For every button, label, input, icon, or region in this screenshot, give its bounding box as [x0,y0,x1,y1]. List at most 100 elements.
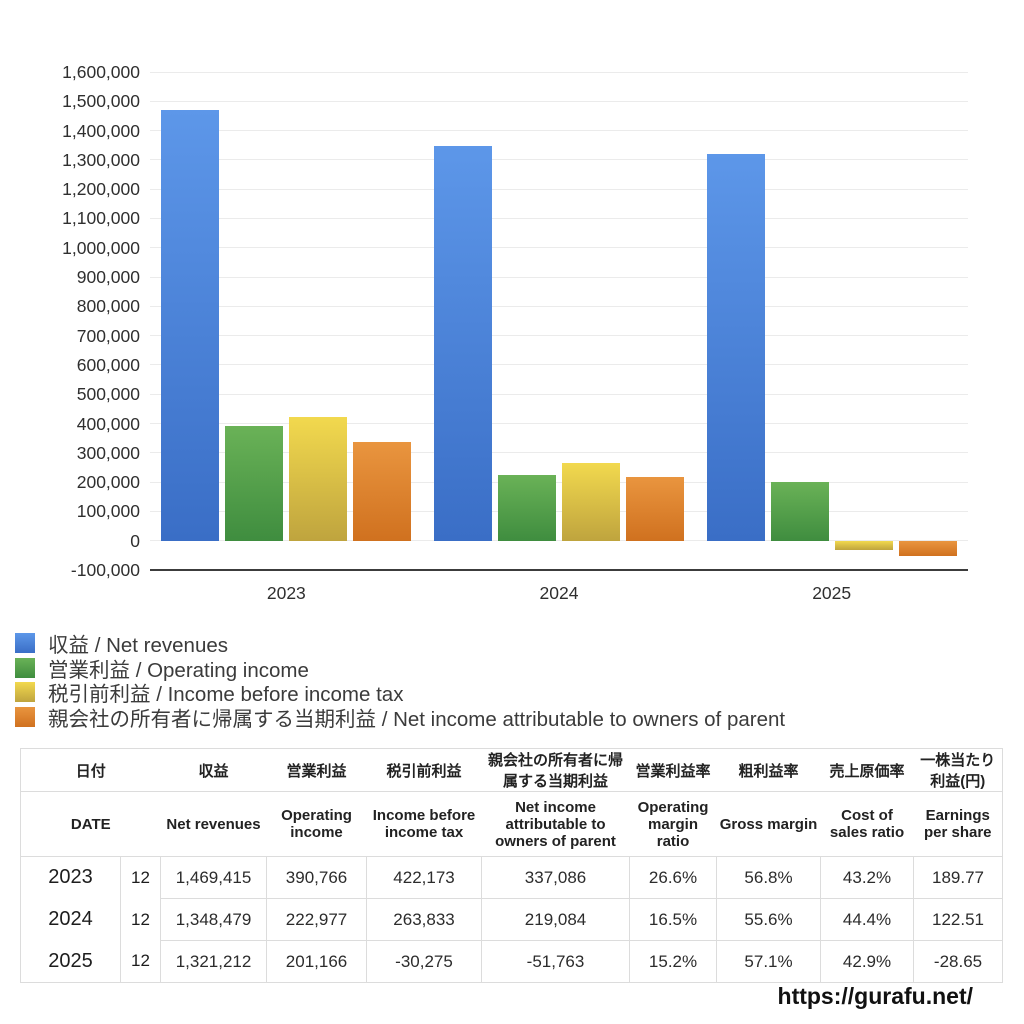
legend-label: 営業利益 / Operating income [48,658,309,682]
cell-value-2: 422,173 [366,856,482,899]
gridline [150,540,968,542]
chart-legend: 収益 / Net revenues 営業利益 / Operating income… [15,631,785,731]
y-axis-tick-label: 1,600,000 [62,62,140,82]
legend-item-series1: 収益 / Net revenues [15,631,785,657]
bar-series2-2024 [498,475,556,541]
bar-series3-2024 [562,463,620,541]
cell-value-5: 57.1% [716,940,821,983]
y-axis-tick-label: 800,000 [76,296,140,317]
column-header-en-1: Net revenues [160,791,267,857]
column-header-en-4: Net income attributable to owners of par… [481,791,630,857]
gridline [150,481,968,483]
cell-value-0: 1,321,212 [160,940,267,983]
x-axis-tick-label: 2024 [539,583,579,603]
gridline [150,305,968,307]
legend-item-series2: 営業利益 / Operating income [15,656,785,682]
y-axis-tick-label: 300,000 [76,442,140,463]
cell-value-0: 1,348,479 [160,898,267,941]
column-header-en-7: Cost of sales ratio [820,791,914,857]
cell-value-1: 201,166 [266,940,367,983]
cell-year: 2024 [48,908,93,930]
gridline [150,364,968,366]
y-axis-tick-label: 900,000 [76,267,140,288]
cell-value-4: 16.5% [629,898,717,941]
cell-value-2: -30,275 [366,940,482,983]
bar-series1-2025 [706,153,765,541]
cell-value-4: 26.6% [629,856,717,899]
cell-value-6: 43.2% [820,856,914,899]
y-axis-tick-label: 500,000 [76,384,140,405]
bar-series1-2024 [434,145,492,541]
bar-series3-2023 [289,417,348,541]
cell-value-6: 42.9% [820,940,914,983]
cell-value-3: 337,086 [481,856,630,899]
legend-swatch-icon [15,682,35,703]
legend-item-series4: 親会社の所有者に帰属する当期利益 / Net income attributab… [15,705,785,731]
gridline [150,217,968,219]
y-axis-tick-label: 400,000 [76,413,140,434]
column-header-ja-2: 営業利益 [266,748,367,792]
cell-year: 2023 [48,866,93,889]
column-header-en-3: Income before income tax [366,791,482,857]
cell-value-3: 219,084 [481,898,630,941]
gridline [150,130,968,132]
cell-month: 12 [119,940,162,983]
y-axis-tick-label: 100,000 [76,501,140,522]
y-axis-tick-label: 1,000,000 [62,237,140,258]
table-row-2023: 2023 12 1,469,415 390,766 422,173 337,086 26.6… [21,856,1003,899]
column-header-ja-8: 一株当たり利益(円) [913,748,1003,792]
cell-value-6: 44.4% [820,898,914,941]
cell-value-5: 56.8% [716,856,821,899]
x-axis-tick-label: 2023 [266,583,306,603]
y-axis-tick-label: 600,000 [76,354,140,375]
cell-value-3: -51,763 [481,940,630,983]
cell-value-7: -28.65 [913,940,1003,983]
cell-month: 12 [119,898,162,941]
y-axis-tick-label: 700,000 [76,325,140,346]
gridline [150,452,968,454]
bar-chart: -100,000 0 100,000 200,000 300,000 400,000 500… [62,62,968,603]
y-axis-tick-label: 1,400,000 [62,120,140,141]
x-axis-line [150,569,968,571]
site-url-link[interactable]: https://gurafu.net/ [777,983,973,1009]
financial-data-table: 日付 収益 営業利益 税引前利益 親会社の所有者に帰属する当期利益 営業利益率 粗利益率 売上… [20,748,1004,983]
gridline [150,510,968,512]
cell-value-4: 15.2% [629,940,717,983]
x-axis-tick-label: 2025 [812,583,852,603]
legend-swatch-icon [15,657,35,678]
cell-value-1: 390,766 [266,856,367,899]
table-row-2025: 2025 12 1,321,212 201,166 -30,275 -51,763 15.2… [21,940,1003,983]
bar-series2-2025 [770,481,829,541]
bar-series4-2025 [898,540,957,556]
column-header-ja-6: 粗利益率 [716,748,821,792]
gridline [150,276,968,278]
cell-value-1: 222,977 [266,898,367,941]
legend-swatch-icon [15,706,35,727]
gridline [150,247,968,249]
legend-label: 税引前利益 / Income before income tax [48,683,404,707]
cell-value-2: 263,833 [366,898,482,941]
bar-series4-2023 [353,441,412,541]
cell-value-7: 189.77 [913,856,1003,899]
column-header-en-0: DATE [20,791,161,857]
gridline [150,423,968,425]
bar-series3-2025 [834,540,893,550]
gridline [150,100,968,102]
y-axis-tick-label: 1,200,000 [62,179,140,200]
y-axis-tick-label: 200,000 [76,472,140,493]
legend-item-series3: 税引前利益 / Income before income tax [15,680,785,707]
bar-series1-2023 [161,110,220,541]
cell-value-7: 122.51 [913,898,1003,941]
cell-year: 2025 [48,949,93,972]
column-header-ja-1: 収益 [160,748,267,792]
bar-series2-2023 [225,426,284,541]
column-header-ja-0: 日付 [20,748,161,792]
y-axis-tick-label: 1,500,000 [62,91,140,112]
gridline [150,393,968,395]
y-axis-tick-label: 1,100,000 [62,208,140,229]
y-axis-tick-label: 1,300,000 [62,149,140,170]
column-header-en-2: Operating income [266,791,367,857]
column-header-en-6: Gross margin [716,791,821,857]
gridline [150,188,968,190]
